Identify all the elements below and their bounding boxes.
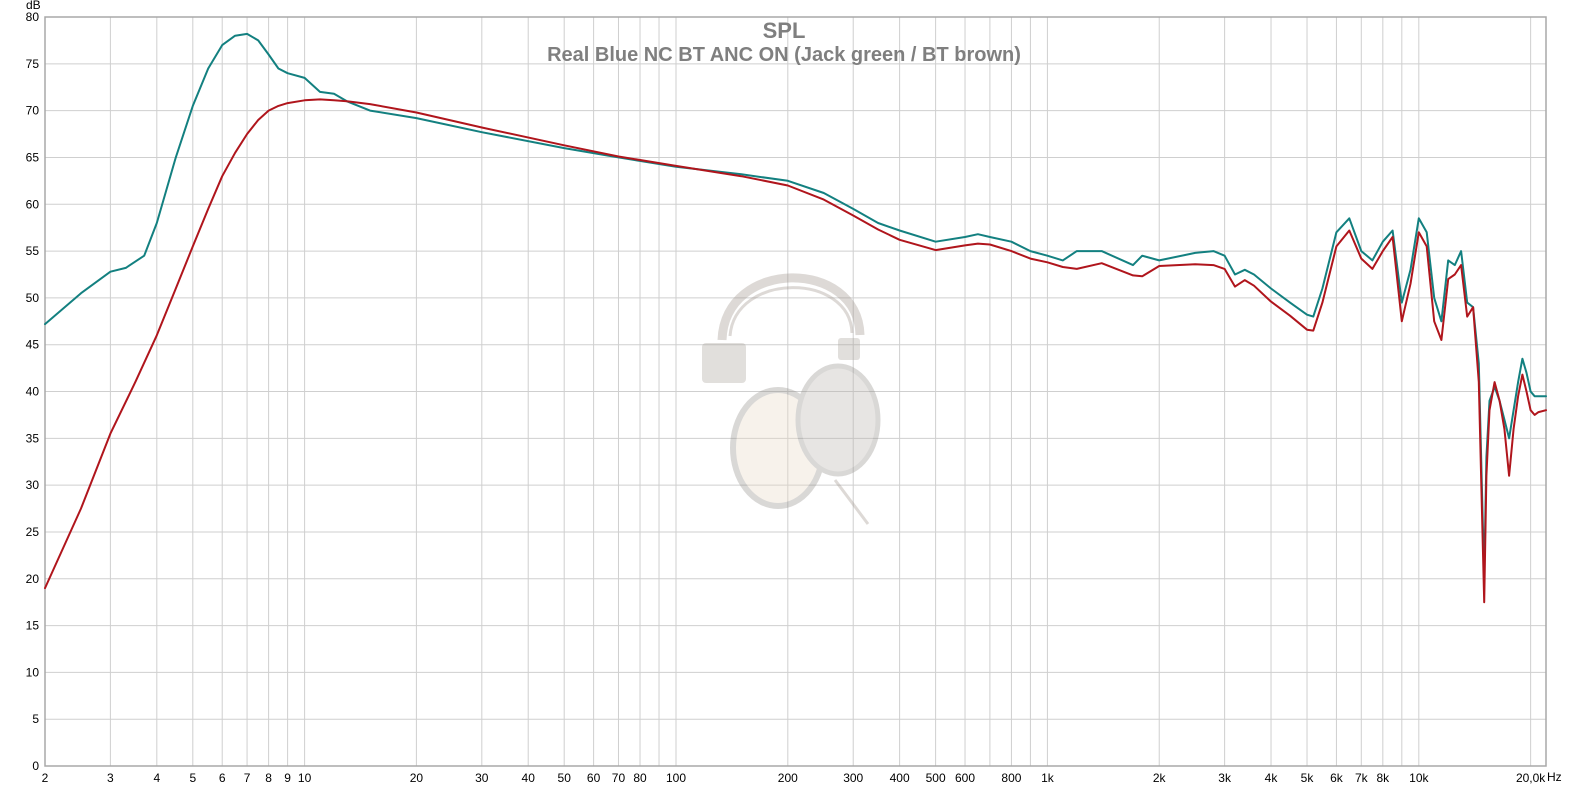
x-tick-labels: 2 3 4 5 6 7 8 9 10 20 30 40 50 60 70 80 100 200 300 400 500 6… [42,771,1547,785]
x-tick-label: 40 [522,771,536,785]
headphone-watermark-icon [702,273,881,525]
x-tick-label: 80 [633,771,647,785]
x-tick-label: 10k [1409,771,1429,785]
y-tick-label: 65 [26,150,40,164]
y-axis-unit-label: dB [26,0,41,12]
x-tick-label: 10 [298,771,312,785]
x-tick-label: 800 [1001,771,1021,785]
series-line-bt [44,98,1547,604]
series-layer [44,32,1547,604]
x-axis-unit-label: Hz [1547,770,1562,784]
x-tick-label: 2 [42,771,49,785]
x-tick-label: 1k [1041,771,1055,785]
x-tick-label: 6k [1330,771,1344,785]
x-tick-label: 5k [1301,771,1315,785]
x-tick-label: 70 [612,771,626,785]
x-tick-label: 20,0k [1516,771,1546,785]
x-tick-label: 5 [189,771,196,785]
x-tick-label: 3 [107,771,114,785]
x-tick-label: 6 [219,771,226,785]
y-tick-label: 50 [26,291,40,305]
x-tick-label: 500 [926,771,946,785]
x-tick-label: 50 [558,771,572,785]
x-tick-label: 60 [587,771,601,785]
y-tick-label: 70 [26,104,40,118]
y-tick-labels: 0 5 10 15 20 25 30 35 40 45 50 55 60 65 70 75 80 [26,10,40,773]
y-tick-label: 0 [32,759,39,773]
y-tick-label: 30 [26,478,40,492]
chart-title: SPL [763,18,806,43]
y-tick-label: 20 [26,572,40,586]
y-tick-label: 60 [26,197,40,211]
y-tick-label: 25 [26,525,40,539]
x-tick-label: 200 [778,771,798,785]
y-tick-label: 55 [26,244,40,258]
x-tick-label: 20 [410,771,424,785]
y-tick-label: 45 [26,338,40,352]
y-tick-label: 10 [26,665,40,679]
y-tick-label: 35 [26,431,40,445]
y-tick-label: 75 [26,57,40,71]
x-tick-label: 3k [1218,771,1232,785]
y-tick-label: 40 [26,385,40,399]
y-tick-label: 5 [32,712,39,726]
x-tick-label: 600 [955,771,975,785]
y-tick-label: 15 [26,619,40,633]
x-tick-label: 4 [153,771,160,785]
plot-frame [44,16,1547,767]
x-tick-label: 2k [1153,771,1167,785]
x-tick-label: 4k [1265,771,1279,785]
x-tick-label: 30 [475,771,489,785]
x-tick-label: 8 [265,771,272,785]
chart-subtitle: Real Blue NC BT ANC ON (Jack green / BT … [547,44,1021,66]
x-tick-label: 7 [244,771,251,785]
x-tick-label: 8k [1376,771,1390,785]
x-tick-label: 100 [666,771,686,785]
x-tick-label: 7k [1355,771,1369,785]
x-tick-label: 9 [284,771,291,785]
x-tick-label: 400 [890,771,910,785]
y-tick-label: 80 [26,10,40,24]
x-tick-label: 300 [843,771,863,785]
